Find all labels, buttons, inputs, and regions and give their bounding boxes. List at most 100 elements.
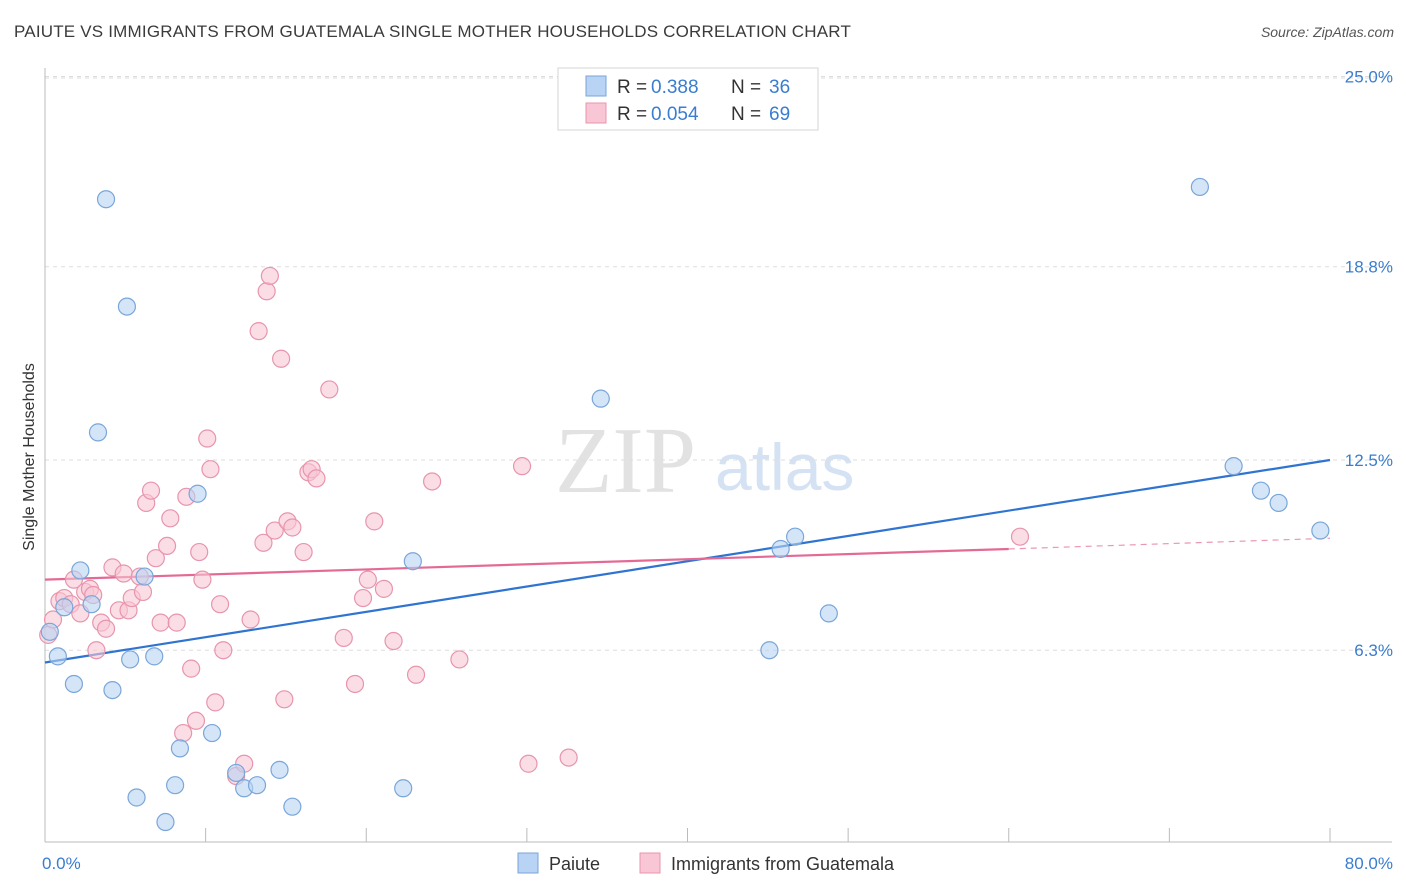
paiute-point — [1224, 457, 1243, 476]
guatemala-trend-extension — [1008, 537, 1331, 550]
paiute-point — [127, 788, 146, 807]
legend-paiute-n-label: N = — [731, 77, 761, 98]
paiute-point — [88, 423, 108, 442]
guatemala-point — [1010, 527, 1030, 546]
guatemala-point — [193, 570, 212, 589]
paiute-point — [403, 552, 422, 571]
paiute-point — [247, 776, 267, 795]
paiute-point — [760, 641, 779, 660]
x-tick-label: 80.0% — [1345, 854, 1393, 873]
paiute-point — [55, 598, 74, 617]
paiute-point — [270, 760, 289, 779]
guatemala-point — [174, 723, 193, 743]
paiute-point — [1190, 177, 1209, 197]
paiute-point — [48, 647, 67, 666]
y-tick-label: 12.5% — [1345, 451, 1393, 470]
paiute-point — [82, 595, 101, 614]
guatemala-point — [141, 481, 161, 500]
guatemala-point — [167, 613, 186, 632]
guatemala-point — [157, 536, 177, 556]
guatemala-point — [151, 613, 170, 632]
paiute-point — [1311, 521, 1330, 540]
guatemala-point — [320, 380, 339, 399]
paiute-point — [227, 763, 246, 783]
grid-lines — [45, 76, 1390, 651]
legend-bottom-guatemala-label: Immigrants from Guatemala — [671, 854, 895, 874]
guatemala-point — [450, 650, 469, 669]
paiute-point — [121, 650, 140, 669]
guatemala-point — [206, 693, 225, 712]
guatemala-point — [345, 674, 365, 694]
guatemala-point — [114, 564, 133, 583]
paiute-point — [166, 776, 185, 795]
scatter-points — [39, 177, 1330, 832]
guatemala-point — [275, 690, 294, 709]
guatemala-point — [374, 579, 394, 598]
guatemala-point — [384, 631, 403, 651]
guatemala-point — [257, 282, 276, 301]
paiute-point — [145, 647, 164, 666]
guatemala-point — [272, 349, 291, 368]
watermark-zip: ZIP — [555, 409, 696, 513]
legend-top: R = 0.388 N = 36 R = 0.054 N = 69 — [557, 67, 819, 131]
guatemala-point — [353, 588, 373, 608]
guatemala-point — [358, 570, 377, 589]
paiute-point — [786, 527, 805, 546]
paiute-point — [117, 297, 137, 316]
legend-guatemala-r-label: R = — [617, 104, 647, 125]
paiute-point — [170, 739, 190, 758]
paiute-point — [591, 389, 610, 408]
legend-bottom-paiute-swatch — [517, 852, 539, 874]
paiute-point — [283, 797, 302, 816]
axes — [44, 68, 1392, 843]
guatemala-point — [241, 610, 260, 629]
guatemala-trend-line — [44, 547, 1009, 581]
guatemala-point — [294, 542, 313, 562]
paiute-point — [394, 779, 413, 798]
legend-guatemala-n-value: 69 — [769, 104, 790, 125]
guatemala-point — [186, 711, 206, 730]
y-tick-label: 18.8% — [1345, 258, 1393, 277]
paiute-point — [103, 680, 122, 700]
paiute-point — [1269, 493, 1288, 513]
guatemala-point — [559, 748, 578, 767]
paiute-point — [64, 674, 84, 694]
paiute-point — [819, 604, 838, 623]
legend-paiute-n-value: 36 — [769, 77, 790, 98]
guatemala-point — [365, 512, 384, 531]
paiute-point — [188, 484, 207, 503]
legend-guatemala-swatch — [585, 102, 607, 124]
paiute-trend-line — [44, 458, 1331, 664]
guatemala-point — [146, 549, 165, 568]
legend-bottom: Paiute Immigrants from Guatemala — [517, 852, 895, 874]
paiute-point — [156, 812, 175, 832]
legend-paiute-r-label: R = — [617, 77, 647, 98]
guatemala-point — [214, 641, 233, 660]
paiute-point — [771, 539, 790, 559]
legend-bottom-guatemala-swatch — [639, 852, 661, 874]
guatemala-point — [210, 595, 230, 614]
guatemala-point — [190, 542, 209, 562]
guatemala-point — [406, 665, 426, 684]
y-tick-label: 6.3% — [1354, 641, 1393, 660]
guatemala-point — [87, 641, 106, 660]
guatemala-point — [512, 457, 532, 476]
guatemala-point — [96, 619, 116, 638]
guatemala-point — [249, 322, 268, 341]
x-tick-label: 0.0% — [42, 854, 81, 873]
paiute-point — [1251, 481, 1271, 500]
watermark-atlas: atlas — [715, 430, 854, 504]
guatemala-point — [307, 469, 326, 488]
guatemala-point — [182, 659, 201, 678]
guatemala-point — [423, 472, 442, 491]
y-tick-label: 25.0% — [1345, 68, 1393, 87]
guatemala-point — [254, 533, 273, 552]
paiute-point — [135, 567, 154, 586]
guatemala-point — [334, 628, 353, 648]
guatemala-point — [161, 509, 180, 528]
guatemala-point — [201, 460, 220, 479]
guatemala-point — [133, 582, 153, 602]
legend-guatemala-n-label: N = — [731, 104, 761, 125]
paiute-point — [71, 561, 90, 580]
